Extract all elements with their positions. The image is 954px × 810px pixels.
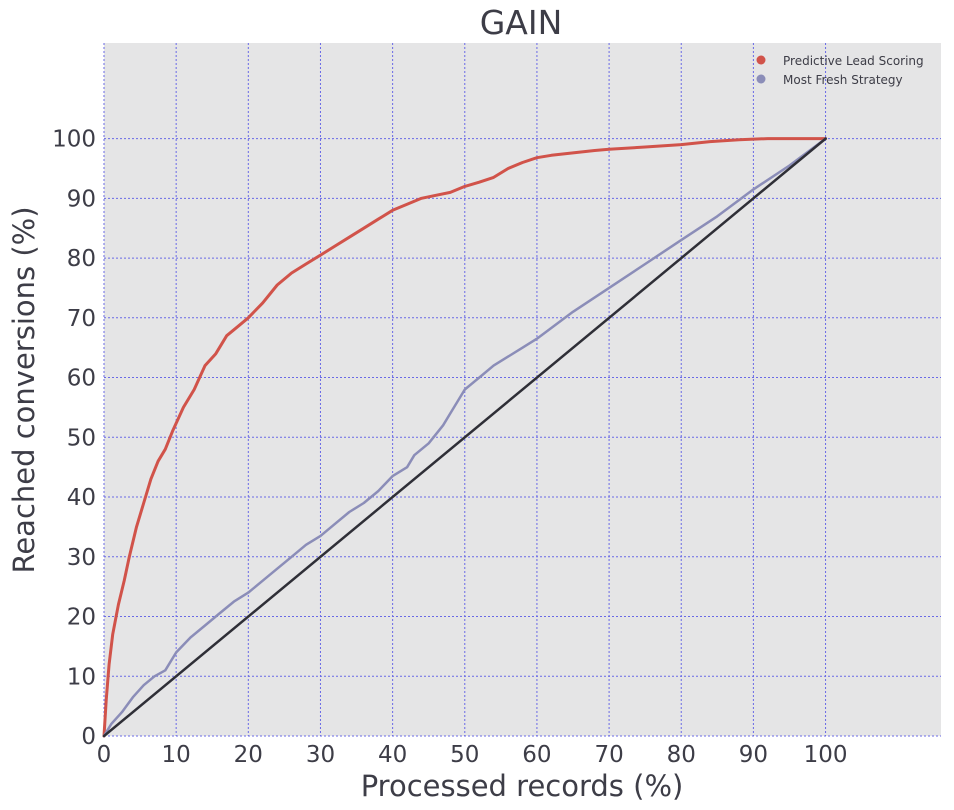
y-axis-label: Reached conversions (%) xyxy=(7,206,41,573)
x-tick-label-5: 50 xyxy=(450,742,479,768)
y-tick-label-5: 50 xyxy=(67,425,96,451)
x-tick-label-2: 20 xyxy=(234,742,263,768)
x-tick-label-3: 30 xyxy=(306,742,335,768)
y-tick-label-2: 20 xyxy=(67,605,96,631)
y-tick-label-3: 30 xyxy=(67,545,96,571)
y-tick-label-0: 0 xyxy=(81,724,96,750)
legend-label-predictive: Predictive Lead Scoring xyxy=(783,54,924,68)
x-tick-label-7: 70 xyxy=(594,742,623,768)
y-tick-label-1: 10 xyxy=(67,664,96,690)
y-tick-labels: 0 10 20 30 40 50 60 70 80 90 100 xyxy=(52,127,96,750)
series-line-most-fresh-strategy xyxy=(102,137,827,738)
y-tick-label-4: 40 xyxy=(67,485,96,511)
y-tick-label-9: 90 xyxy=(67,186,96,212)
x-tick-label-4: 40 xyxy=(378,742,407,768)
y-tick-label-7: 70 xyxy=(67,306,96,332)
series-layer xyxy=(102,137,828,738)
legend-marker-predictive xyxy=(756,55,766,65)
x-tick-label-6: 60 xyxy=(522,742,551,768)
x-tick-label-0: 0 xyxy=(97,742,112,768)
x-tick-label-9: 90 xyxy=(739,742,768,768)
y-tick-label-10: 100 xyxy=(52,127,96,153)
x-tick-labels: 0 10 20 30 40 50 60 70 80 90 100 xyxy=(97,742,848,768)
legend-label-most-fresh: Most Fresh Strategy xyxy=(783,73,903,87)
chart-title: GAIN xyxy=(480,3,563,42)
y-tick-label-6: 60 xyxy=(67,366,96,392)
legend-marker-most-fresh xyxy=(756,74,766,84)
x-tick-label-1: 10 xyxy=(162,742,191,768)
series-line-baseline xyxy=(102,137,827,738)
legend: Predictive Lead Scoring Most Fresh Strat… xyxy=(756,54,924,87)
x-tick-label-8: 80 xyxy=(667,742,696,768)
y-tick-label-8: 80 xyxy=(67,246,96,272)
x-axis-label: Processed records (%) xyxy=(361,769,684,803)
x-tick-label-10: 100 xyxy=(804,742,848,768)
series-line-predictive-lead-scoring xyxy=(102,137,828,738)
